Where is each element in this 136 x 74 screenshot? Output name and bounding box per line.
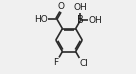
Text: OH: OH [88,16,102,25]
Text: F: F [53,58,58,67]
Text: OH: OH [74,3,87,12]
Text: B: B [77,15,84,25]
Text: HO: HO [34,15,48,24]
Text: Cl: Cl [80,59,89,68]
Text: O: O [58,2,65,11]
